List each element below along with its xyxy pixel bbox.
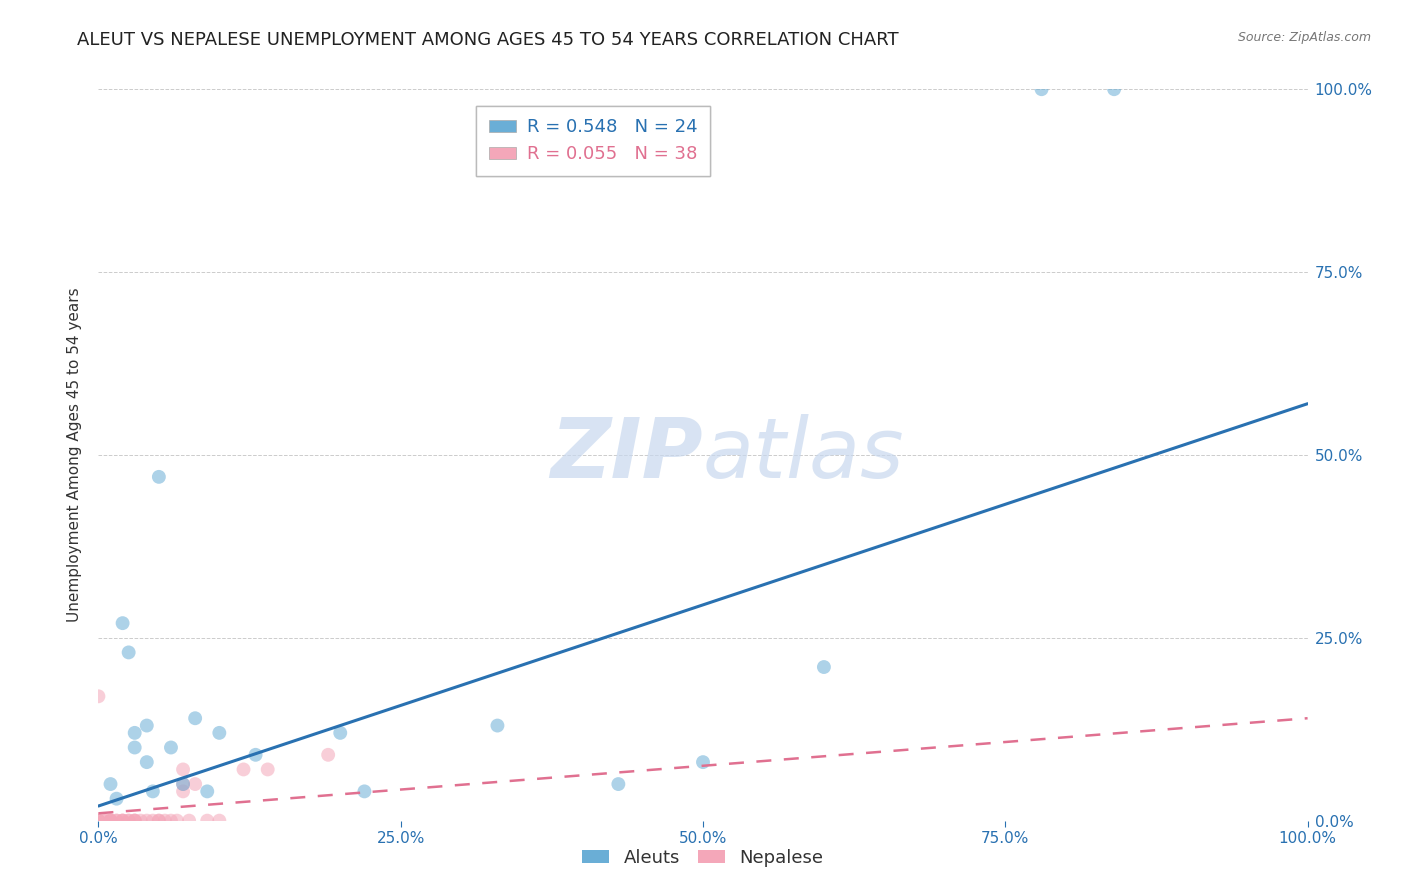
Point [184,711,207,725]
Y-axis label: Unemployment Among Ages 45 to 54 years: Unemployment Among Ages 45 to 54 years [67,287,83,623]
Point [87,814,110,828]
Point [124,814,146,828]
Point [1102,82,1125,96]
Point [129,814,152,828]
Point [142,784,165,798]
Point [160,814,183,828]
Point [172,777,194,791]
Point [87,690,110,704]
Point [118,814,141,828]
Point [353,784,375,798]
Point [692,755,714,769]
Point [148,470,170,484]
Point [93,814,115,828]
Point [316,747,339,762]
Point [160,740,183,755]
Point [124,726,146,740]
Point [232,763,254,777]
Point [195,784,218,798]
Point [100,814,122,828]
Point [100,814,122,828]
Point [135,718,157,732]
Point [486,718,509,732]
Point [208,726,231,740]
Point [135,755,157,769]
Point [166,814,188,828]
Point [813,660,835,674]
Point [93,814,115,828]
Point [148,814,170,828]
Point [184,777,207,791]
Point [135,814,157,828]
Point [329,726,352,740]
Point [105,791,128,805]
Point [607,777,630,791]
Point [100,814,122,828]
Point [208,814,231,828]
Text: Source: ZipAtlas.com: Source: ZipAtlas.com [1237,31,1371,45]
Point [142,814,165,828]
Point [87,814,110,828]
Point [111,814,134,828]
Point [153,814,176,828]
Point [172,784,194,798]
Point [124,740,146,755]
Point [118,645,141,659]
Legend: Aleuts, Nepalese: Aleuts, Nepalese [575,842,831,874]
Point [245,747,267,762]
Text: ZIP: ZIP [550,415,703,495]
Text: ALEUT VS NEPALESE UNEMPLOYMENT AMONG AGES 45 TO 54 YEARS CORRELATION CHART: ALEUT VS NEPALESE UNEMPLOYMENT AMONG AGE… [77,31,898,49]
Point [111,814,134,828]
Legend: R = 0.548   N = 24, R = 0.055   N = 38: R = 0.548 N = 24, R = 0.055 N = 38 [477,105,710,176]
Point [172,777,194,791]
Point [111,814,134,828]
Point [100,777,122,791]
Point [256,763,278,777]
Point [124,814,146,828]
Point [105,814,128,828]
Point [87,814,110,828]
Point [105,814,128,828]
Text: atlas: atlas [703,415,904,495]
Point [1031,82,1053,96]
Point [179,814,201,828]
Point [111,616,134,631]
Point [172,763,194,777]
Point [148,814,170,828]
Point [195,814,218,828]
Point [100,814,122,828]
Point [118,814,141,828]
Point [124,814,146,828]
